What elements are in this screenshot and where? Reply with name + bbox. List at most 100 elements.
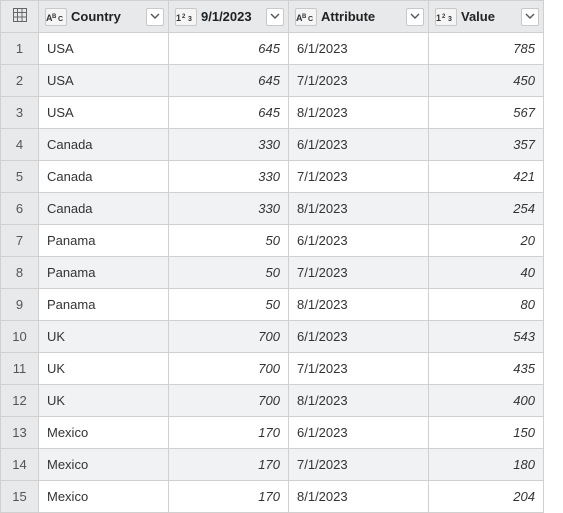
table-row[interactable]: 7Panama506/1/202320 [1,225,544,257]
cell-value[interactable]: 400 [429,385,544,417]
column-header-sep[interactable]: 1 2 3 9/1/2023 [169,1,289,33]
table-row[interactable]: 9Panama508/1/202380 [1,289,544,321]
table-row[interactable]: 11UK7007/1/2023435 [1,353,544,385]
cell-country[interactable]: Mexico [39,481,169,513]
cell-value[interactable]: 357 [429,129,544,161]
cell-value[interactable]: 435 [429,353,544,385]
column-header-attribute[interactable]: A B C Attribute [289,1,429,33]
row-number[interactable]: 4 [1,129,39,161]
table-row[interactable]: 14Mexico1707/1/2023180 [1,449,544,481]
corner-cell[interactable] [1,1,39,33]
filter-button[interactable] [406,8,424,26]
cell-sep[interactable]: 700 [169,385,289,417]
cell-sep[interactable]: 700 [169,353,289,385]
row-number[interactable]: 10 [1,321,39,353]
column-header-value[interactable]: 1 2 3 Value [429,1,544,33]
cell-attribute[interactable]: 7/1/2023 [289,257,429,289]
filter-button[interactable] [521,8,539,26]
cell-sep[interactable]: 330 [169,129,289,161]
table-row[interactable]: 5Canada3307/1/2023421 [1,161,544,193]
cell-sep[interactable]: 645 [169,97,289,129]
cell-country[interactable]: Canada [39,161,169,193]
cell-attribute[interactable]: 8/1/2023 [289,385,429,417]
row-number[interactable]: 3 [1,97,39,129]
cell-sep[interactable]: 330 [169,161,289,193]
row-number[interactable]: 14 [1,449,39,481]
cell-attribute[interactable]: 6/1/2023 [289,129,429,161]
row-number[interactable]: 1 [1,33,39,65]
cell-sep[interactable]: 170 [169,481,289,513]
cell-country[interactable]: USA [39,97,169,129]
cell-attribute[interactable]: 7/1/2023 [289,449,429,481]
cell-sep[interactable]: 170 [169,449,289,481]
filter-button[interactable] [266,8,284,26]
cell-value[interactable]: 567 [429,97,544,129]
cell-sep[interactable]: 645 [169,33,289,65]
cell-value[interactable]: 180 [429,449,544,481]
abc-icon: A B C [45,8,67,26]
cell-country[interactable]: UK [39,321,169,353]
cell-country[interactable]: Mexico [39,449,169,481]
cell-attribute[interactable]: 6/1/2023 [289,321,429,353]
cell-value[interactable]: 450 [429,65,544,97]
table-row[interactable]: 8Panama507/1/202340 [1,257,544,289]
cell-country[interactable]: UK [39,353,169,385]
row-number[interactable]: 9 [1,289,39,321]
cell-sep[interactable]: 50 [169,257,289,289]
cell-attribute[interactable]: 6/1/2023 [289,225,429,257]
cell-sep[interactable]: 645 [169,65,289,97]
row-number[interactable]: 2 [1,65,39,97]
row-number[interactable]: 13 [1,417,39,449]
table-row[interactable]: 15Mexico1708/1/2023204 [1,481,544,513]
table-row[interactable]: 12UK7008/1/2023400 [1,385,544,417]
table-row[interactable]: 4Canada3306/1/2023357 [1,129,544,161]
cell-value[interactable]: 254 [429,193,544,225]
cell-value[interactable]: 204 [429,481,544,513]
cell-sep[interactable]: 700 [169,321,289,353]
cell-sep[interactable]: 330 [169,193,289,225]
cell-country[interactable]: Panama [39,257,169,289]
cell-attribute[interactable]: 6/1/2023 [289,417,429,449]
cell-attribute[interactable]: 8/1/2023 [289,193,429,225]
table-row[interactable]: 2USA6457/1/2023450 [1,65,544,97]
filter-button[interactable] [146,8,164,26]
cell-value[interactable]: 20 [429,225,544,257]
cell-value[interactable]: 150 [429,417,544,449]
cell-country[interactable]: Panama [39,289,169,321]
table-row[interactable]: 13Mexico1706/1/2023150 [1,417,544,449]
cell-country[interactable]: Mexico [39,417,169,449]
cell-sep[interactable]: 170 [169,417,289,449]
cell-value[interactable]: 80 [429,289,544,321]
cell-attribute[interactable]: 8/1/2023 [289,289,429,321]
cell-country[interactable]: UK [39,385,169,417]
row-number[interactable]: 11 [1,353,39,385]
cell-country[interactable]: USA [39,65,169,97]
cell-sep[interactable]: 50 [169,225,289,257]
cell-value[interactable]: 421 [429,161,544,193]
cell-attribute[interactable]: 6/1/2023 [289,33,429,65]
cell-country[interactable]: Panama [39,225,169,257]
cell-country[interactable]: Canada [39,129,169,161]
table-row[interactable]: 10UK7006/1/2023543 [1,321,544,353]
cell-attribute[interactable]: 8/1/2023 [289,481,429,513]
row-number[interactable]: 15 [1,481,39,513]
cell-sep[interactable]: 50 [169,289,289,321]
column-header-country[interactable]: A B C Country [39,1,169,33]
cell-country[interactable]: USA [39,33,169,65]
cell-value[interactable]: 40 [429,257,544,289]
row-number[interactable]: 8 [1,257,39,289]
cell-attribute[interactable]: 8/1/2023 [289,97,429,129]
cell-attribute[interactable]: 7/1/2023 [289,161,429,193]
row-number[interactable]: 12 [1,385,39,417]
row-number[interactable]: 7 [1,225,39,257]
cell-value[interactable]: 543 [429,321,544,353]
row-number[interactable]: 5 [1,161,39,193]
cell-value[interactable]: 785 [429,33,544,65]
table-row[interactable]: 3USA6458/1/2023567 [1,97,544,129]
table-row[interactable]: 1USA6456/1/2023785 [1,33,544,65]
cell-country[interactable]: Canada [39,193,169,225]
table-row[interactable]: 6Canada3308/1/2023254 [1,193,544,225]
row-number[interactable]: 6 [1,193,39,225]
cell-attribute[interactable]: 7/1/2023 [289,65,429,97]
cell-attribute[interactable]: 7/1/2023 [289,353,429,385]
